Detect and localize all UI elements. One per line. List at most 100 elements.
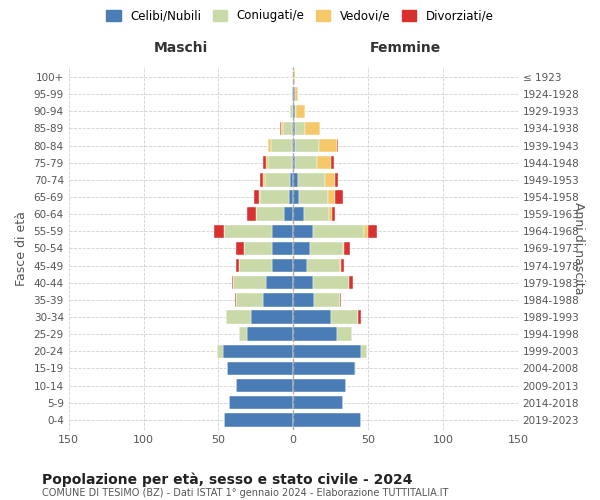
Bar — [266, 276, 293, 289]
Bar — [239, 259, 272, 272]
Bar — [272, 224, 293, 238]
Bar — [293, 362, 355, 375]
Bar — [293, 156, 295, 170]
Bar — [293, 70, 295, 84]
Bar — [293, 310, 331, 324]
Bar — [293, 88, 295, 101]
Bar — [263, 173, 265, 186]
Bar — [332, 208, 335, 221]
Bar — [307, 259, 340, 272]
Bar — [293, 276, 313, 289]
Bar — [236, 242, 244, 255]
Bar — [271, 139, 292, 152]
Bar — [214, 224, 224, 238]
Bar — [260, 190, 289, 203]
Bar — [361, 344, 367, 358]
Bar — [319, 139, 337, 152]
Y-axis label: Anni di nascita: Anni di nascita — [572, 202, 585, 294]
Bar — [223, 344, 293, 358]
Bar — [293, 122, 295, 135]
Bar — [313, 224, 364, 238]
Bar — [328, 190, 335, 203]
Bar — [305, 122, 320, 135]
Bar — [295, 122, 305, 135]
Bar — [293, 242, 310, 255]
Bar — [292, 88, 293, 101]
Text: Maschi: Maschi — [154, 40, 208, 54]
Legend: Celibi/Nubili, Coniugati/e, Vedovi/e, Divorziati/e: Celibi/Nubili, Coniugati/e, Vedovi/e, Di… — [103, 6, 497, 26]
Bar — [217, 344, 223, 358]
Bar — [233, 276, 266, 289]
Bar — [329, 208, 332, 221]
Bar — [293, 293, 314, 306]
Bar — [310, 242, 343, 255]
Bar — [293, 379, 346, 392]
Bar — [344, 242, 350, 255]
Bar — [304, 208, 329, 221]
Bar — [289, 190, 293, 203]
Text: Popolazione per età, sesso e stato civile - 2024: Popolazione per età, sesso e stato civil… — [42, 472, 413, 487]
Bar — [298, 173, 325, 186]
Text: COMUNE DI TESIMO (BZ) - Dati ISTAT 1° gennaio 2024 - Elaborazione TUTTITALIA.IT: COMUNE DI TESIMO (BZ) - Dati ISTAT 1° ge… — [42, 488, 448, 498]
Bar — [281, 122, 283, 135]
Bar — [251, 310, 293, 324]
Bar — [340, 293, 341, 306]
Bar — [295, 156, 317, 170]
Bar — [314, 293, 340, 306]
Bar — [337, 139, 338, 152]
Bar — [247, 208, 256, 221]
Bar — [331, 156, 334, 170]
Bar — [368, 224, 377, 238]
Bar — [236, 293, 263, 306]
Bar — [227, 362, 293, 375]
Bar — [335, 173, 338, 186]
Y-axis label: Fasce di età: Fasce di età — [15, 211, 28, 286]
Bar — [293, 224, 313, 238]
Bar — [232, 276, 233, 289]
Bar — [272, 259, 293, 272]
Bar — [331, 310, 358, 324]
Bar — [259, 190, 260, 203]
Bar — [293, 104, 295, 118]
Bar — [293, 413, 361, 426]
Bar — [224, 413, 293, 426]
Bar — [226, 310, 251, 324]
Bar — [335, 190, 343, 203]
Bar — [266, 156, 268, 170]
Bar — [299, 190, 328, 203]
Bar — [337, 328, 352, 341]
Bar — [293, 173, 298, 186]
Bar — [295, 139, 319, 152]
Bar — [295, 104, 296, 118]
Bar — [325, 173, 335, 186]
Bar — [239, 328, 247, 341]
Bar — [247, 328, 293, 341]
Bar — [292, 122, 293, 135]
Bar — [296, 104, 305, 118]
Bar — [355, 362, 356, 375]
Bar — [349, 276, 353, 289]
Bar — [260, 173, 263, 186]
Bar — [236, 259, 239, 272]
Bar — [343, 242, 344, 255]
Bar — [341, 259, 344, 272]
Bar — [295, 88, 298, 101]
Bar — [229, 396, 293, 409]
Bar — [290, 104, 293, 118]
Bar — [244, 242, 272, 255]
Text: Femmine: Femmine — [370, 40, 441, 54]
Bar — [293, 208, 304, 221]
Bar — [268, 139, 271, 152]
Bar — [254, 190, 259, 203]
Bar — [293, 396, 343, 409]
Bar — [292, 156, 293, 170]
Bar — [268, 156, 292, 170]
Bar — [358, 310, 361, 324]
Bar — [236, 379, 293, 392]
Bar — [292, 139, 293, 152]
Bar — [313, 276, 349, 289]
Bar — [340, 259, 341, 272]
Bar — [293, 190, 299, 203]
Bar — [280, 122, 281, 135]
Bar — [293, 139, 295, 152]
